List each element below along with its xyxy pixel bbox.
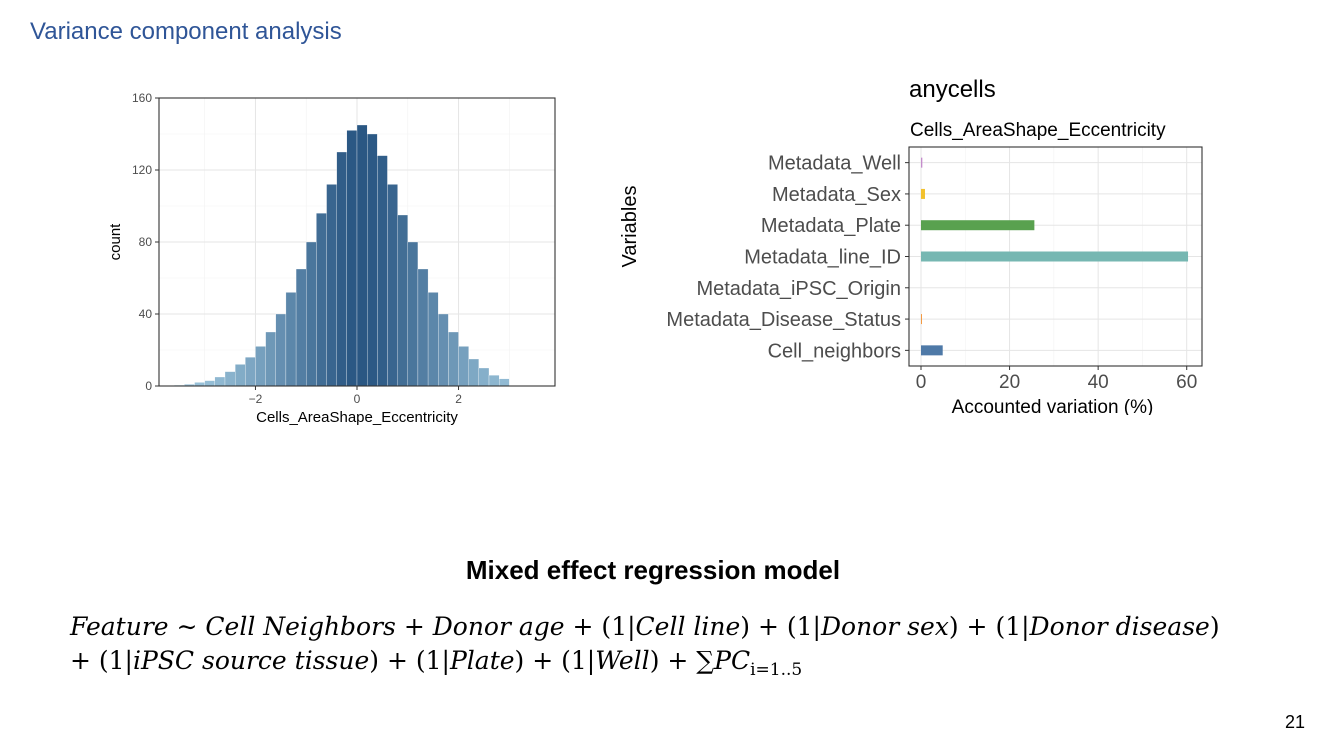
y-tick-label: 80: [139, 235, 153, 249]
variance-bar: [921, 345, 943, 356]
x-tick-label: 20: [999, 372, 1020, 393]
histogram-bar: [326, 184, 337, 387]
category-label: Metadata_iPSC_Origin: [696, 278, 901, 300]
formula-term: Well: [595, 646, 650, 675]
histogram-bar: [265, 331, 276, 387]
histogram-bar: [478, 367, 490, 387]
histogram-bar: [397, 214, 408, 387]
formula-term: Feature: [70, 612, 169, 641]
y-tick-label: 120: [132, 163, 152, 177]
variance-bar: [921, 314, 922, 325]
x-tick-label: 2: [455, 392, 462, 406]
y-tick-label: 40: [139, 307, 153, 321]
histogram-bar: [245, 357, 256, 387]
category-label: Metadata_Disease_Status: [666, 309, 901, 331]
formula-operator: + (1|: [564, 612, 636, 641]
formula-term: Cell line: [635, 612, 741, 641]
formula-operator: + (1|: [70, 646, 133, 675]
histogram-bar: [387, 184, 398, 387]
variance-bar: [921, 188, 925, 199]
model-heading: Mixed effect regression model: [465, 555, 841, 585]
histogram-bar: [448, 331, 459, 387]
category-label: Metadata_Plate: [761, 215, 901, 237]
formula-subscript: i=1..5: [750, 660, 803, 680]
category-label: Metadata_Well: [768, 153, 901, 175]
histogram-bar: [488, 375, 500, 387]
page-number: 21: [1284, 712, 1305, 732]
formula-term: Cell Neighbors: [205, 612, 396, 641]
formula-term: Donor disease: [1029, 612, 1210, 641]
y-tick-label: 0: [145, 379, 152, 393]
formula-line-1: Feature ∼ Cell Neighbors + Donor age + (…: [70, 612, 1220, 641]
x-axis-label: Accounted variation (%): [952, 397, 1154, 415]
formula-term: PC: [714, 646, 751, 675]
histogram-bar: [346, 130, 358, 387]
x-tick-label: 60: [1176, 372, 1197, 393]
histogram-bar: [407, 241, 419, 387]
formula-operator: ) + ∑: [649, 646, 715, 675]
x-tick-label: 0: [354, 392, 361, 406]
formula-term: Donor sex: [820, 612, 949, 641]
variance-bar: [921, 251, 1189, 262]
y-axis-label: Variables: [619, 186, 641, 268]
category-label: Metadata_line_ID: [744, 247, 901, 269]
formula-operator: ): [1209, 612, 1220, 641]
x-tick-label: −2: [249, 392, 263, 406]
formula-term: Plate: [449, 646, 515, 675]
histogram-bar: [214, 376, 226, 387]
histogram-bar: [224, 371, 236, 387]
formula-operator: ) + (1|: [740, 612, 821, 641]
histogram-bar: [367, 133, 378, 387]
formula-operator: ) + (1|: [948, 612, 1030, 641]
histogram-bar: [204, 380, 215, 387]
variance-bar-chart: anycells Cells_AreaShape_Eccentricity Meta…: [619, 76, 1203, 415]
histogram-bar: [235, 364, 246, 387]
formula-operator: ∼: [168, 612, 206, 641]
formula-term: iPSC source tissue: [132, 646, 370, 675]
x-tick-label: 0: [916, 372, 927, 393]
histogram-bar: [285, 292, 297, 387]
plot-border: [908, 146, 1203, 367]
histogram-bar: [356, 124, 368, 387]
histogram-bar: [336, 151, 347, 387]
histogram-chart: 0 40 80 120 160 −2 0 2 Cells_AreaShape_Eccentric…: [107, 91, 556, 426]
histogram-bar: [499, 378, 510, 387]
histogram-bar: [377, 155, 388, 387]
chart-subtitle: Cells_AreaShape_Eccentricity: [910, 120, 1166, 141]
y-axis-label: count: [107, 223, 124, 261]
histogram-bar: [438, 313, 449, 387]
chart-title: anycells: [909, 76, 996, 103]
histogram-bar: [295, 268, 307, 387]
formula-operator: ) + (1|: [514, 646, 596, 675]
slide-title: Variance component analysis: [30, 18, 342, 45]
formula-operator: ) + (1|: [369, 646, 450, 675]
variance-bar: [921, 157, 923, 168]
formula-term: Donor age: [432, 612, 565, 641]
x-axis-label: Cells_AreaShape_Eccentricity: [256, 409, 458, 426]
formula-operator: +: [395, 612, 433, 641]
histogram-bar: [427, 292, 439, 387]
y-tick-label: 160: [132, 91, 152, 105]
formula-line-2: + (1|iPSC source tissue) + (1|Plate) + (…: [70, 646, 802, 680]
histogram-bar: [458, 346, 469, 387]
histogram-bar: [275, 313, 287, 387]
histogram-bar: [468, 358, 479, 387]
category-label: Metadata_Sex: [772, 184, 901, 206]
category-label: Cell_neighbors: [768, 340, 901, 362]
histogram-bar: [255, 346, 266, 387]
histogram-bar: [417, 268, 429, 387]
variance-bar: [921, 220, 1035, 231]
x-tick-label: 40: [1088, 372, 1109, 393]
histogram-bar: [316, 213, 327, 387]
histogram-bar: [306, 241, 317, 387]
